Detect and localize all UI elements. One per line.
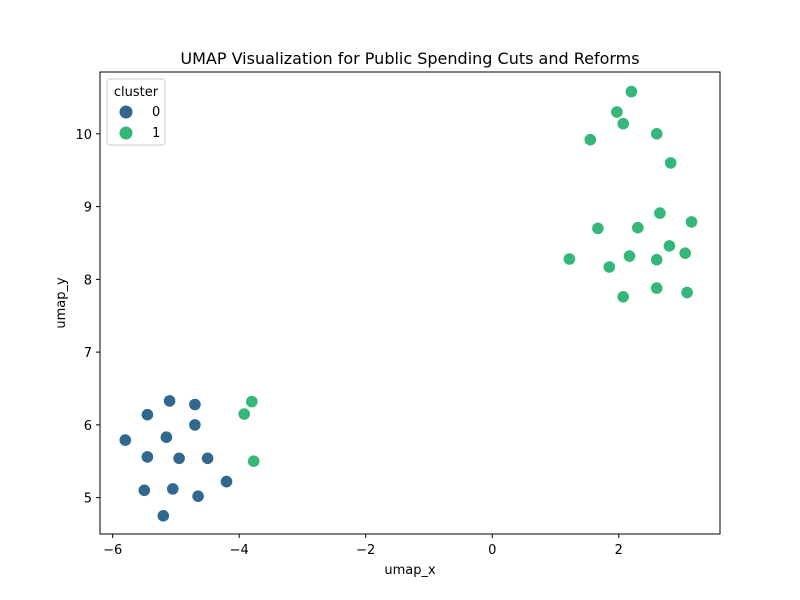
point-cluster-0-7 <box>172 451 186 465</box>
point-cluster-1-14 <box>678 246 692 260</box>
point-cluster-1-19 <box>650 281 664 295</box>
point-cluster-1-18 <box>602 260 616 274</box>
point-cluster-0-11 <box>191 489 205 503</box>
point-cluster-0-4 <box>159 430 173 444</box>
point-cluster-1-12 <box>631 221 645 235</box>
point-cluster-1-2 <box>247 454 261 468</box>
x-axis-label: umap_x <box>384 563 436 578</box>
point-cluster-1-5 <box>616 117 630 131</box>
point-cluster-1-3 <box>624 85 639 99</box>
point-cluster-0-3 <box>188 397 202 412</box>
x-tick-label: −6 <box>103 543 122 558</box>
point-cluster-1-4 <box>610 105 624 119</box>
point-cluster-0-2 <box>163 394 177 408</box>
point-cluster-1-21 <box>616 290 630 304</box>
point-cluster-0-0 <box>118 433 132 447</box>
point-cluster-0-12 <box>219 474 234 489</box>
point-cluster-1-10 <box>684 215 699 229</box>
point-cluster-1-17 <box>650 253 664 267</box>
point-cluster-1-6 <box>650 127 664 141</box>
point-cluster-1-9 <box>653 206 667 220</box>
x-tick-label: 2 <box>615 543 623 558</box>
point-cluster-0-10 <box>166 482 180 496</box>
point-cluster-1-15 <box>562 252 577 266</box>
legend-marker-cluster-1 <box>119 126 133 140</box>
y-tick-label: 6 <box>84 419 92 434</box>
y-tick-label: 8 <box>84 273 92 288</box>
plot-area <box>100 72 720 534</box>
point-cluster-0-13 <box>156 509 170 523</box>
plot-frame <box>99 71 721 535</box>
point-cluster-0-9 <box>137 483 151 497</box>
point-cluster-1-13 <box>662 239 677 253</box>
point-cluster-1-7 <box>583 133 597 147</box>
legend-label-cluster-0: 0 <box>152 105 160 120</box>
legend: cluster 0 1 <box>106 78 166 146</box>
y-tick-label: 7 <box>84 346 92 361</box>
legend-label-cluster-1: 1 <box>152 126 160 141</box>
point-cluster-0-1 <box>140 408 154 422</box>
x-axis-ticks: −6 −4 −2 0 2 <box>103 534 623 558</box>
y-axis-label: umap_y <box>54 277 69 329</box>
y-axis-ticks: 5 6 7 8 9 10 <box>75 128 100 507</box>
y-tick-label: 9 <box>84 201 92 216</box>
point-cluster-1-1 <box>237 407 251 421</box>
points-layer <box>118 85 699 523</box>
point-cluster-0-6 <box>140 450 154 464</box>
x-tick-label: 0 <box>488 543 496 558</box>
point-cluster-1-8 <box>664 156 678 170</box>
y-tick-label: 5 <box>84 492 92 507</box>
legend-marker-cluster-0 <box>119 105 133 119</box>
point-cluster-1-0 <box>245 394 259 409</box>
legend-title: cluster <box>114 85 159 100</box>
x-tick-label: −2 <box>356 543 375 558</box>
point-cluster-1-16 <box>622 249 637 263</box>
point-cluster-1-11 <box>591 221 605 235</box>
x-tick-label: −4 <box>230 543 249 558</box>
point-cluster-1-20 <box>680 285 694 300</box>
chart-title: UMAP Visualization for Public Spending C… <box>180 49 639 68</box>
point-cluster-0-5 <box>188 418 202 432</box>
y-tick-label: 10 <box>75 128 92 143</box>
point-cluster-0-8 <box>201 451 215 465</box>
